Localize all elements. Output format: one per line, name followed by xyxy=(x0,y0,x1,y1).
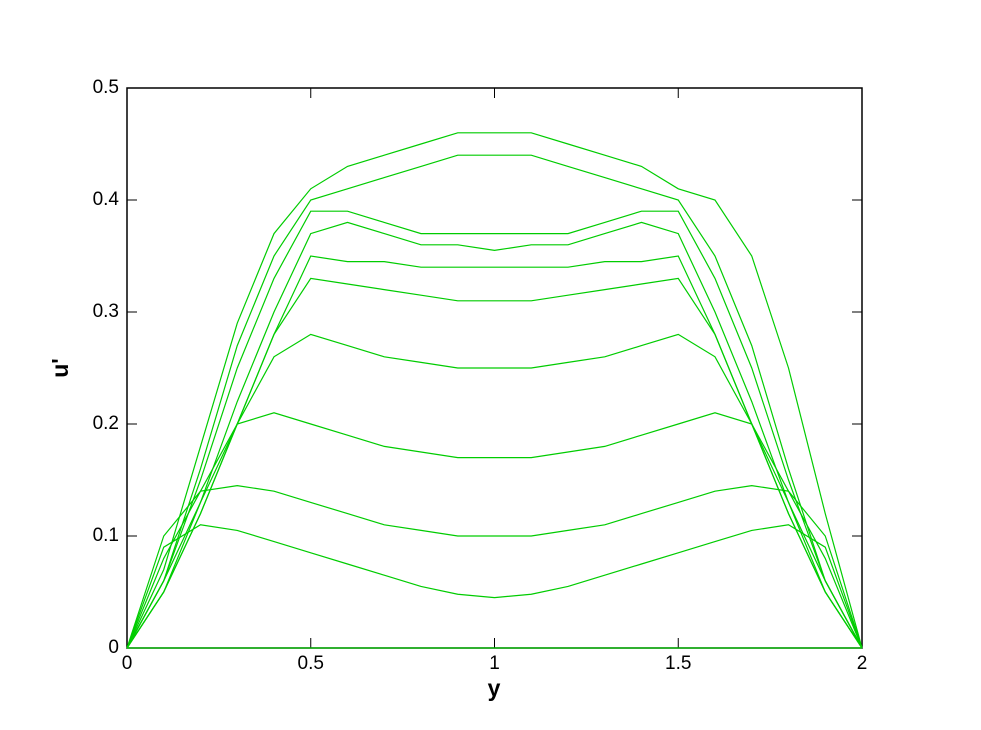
x-tick-label: 0 xyxy=(122,653,133,674)
y-tick-label: 0.3 xyxy=(93,301,119,322)
x-axis-label: y xyxy=(488,675,501,701)
line-series xyxy=(126,210,863,649)
x-tick-label: 0.5 xyxy=(298,653,324,674)
y-tick-label: 0.2 xyxy=(93,413,119,434)
line-series xyxy=(126,132,863,649)
line-series xyxy=(126,255,863,649)
line-series xyxy=(126,524,863,649)
line-series xyxy=(126,277,863,649)
x-tick-label: 1.5 xyxy=(665,653,691,674)
line-series xyxy=(126,484,863,649)
line-series xyxy=(126,412,863,649)
line-series xyxy=(126,221,863,649)
y-tick-label: 0.4 xyxy=(93,189,120,210)
x-tick-label: 2 xyxy=(857,653,868,674)
y-tick-label: 0.5 xyxy=(93,77,119,98)
y-axis-label: u' xyxy=(47,358,73,378)
y-tick-label: 0 xyxy=(108,637,119,658)
y-tick-label: 0.1 xyxy=(93,525,119,546)
line-series xyxy=(126,154,863,649)
line-series xyxy=(126,333,863,649)
x-tick-label: 1 xyxy=(489,653,500,674)
